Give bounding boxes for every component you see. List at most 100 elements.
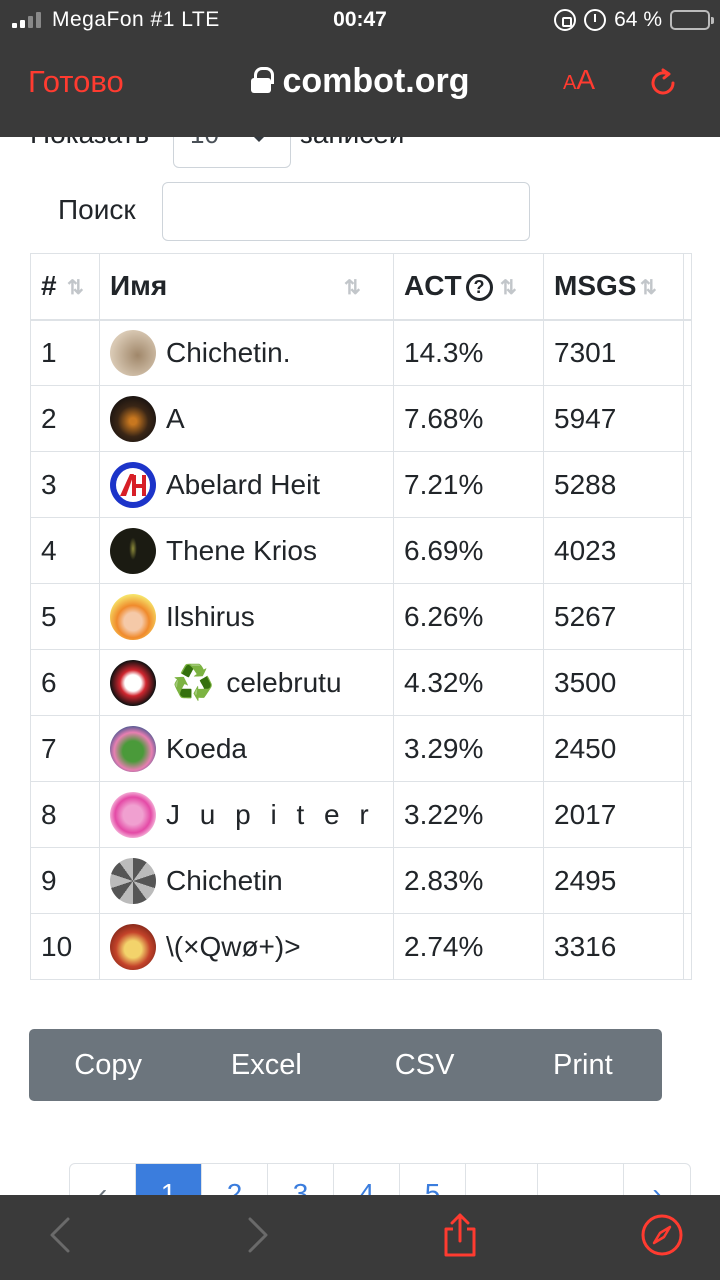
reload-icon[interactable]: [647, 67, 679, 99]
previous-page-button[interactable]: ‹: [70, 1164, 136, 1212]
header-label: #: [41, 270, 57, 302]
status-bar: MegaFon #1 LTE 00:47 64 %: [0, 0, 720, 42]
act-cell: 6.69%: [393, 517, 544, 584]
user-name-link[interactable]: \(×Qwø+)>: [166, 930, 301, 962]
sort-icon: ⇅: [344, 277, 361, 299]
user-name-link[interactable]: Koeda: [166, 732, 247, 764]
user-name-link[interactable]: Thene Krios: [166, 534, 317, 566]
table-row: 10 \(×Qwø+)> 2.74% 3316: [30, 913, 692, 980]
table-header-row: # ⇅ Имя ⇅ ACT? ⇅ MSGS ⇅: [30, 253, 692, 321]
table-row: 8 J u p i t e r 3.22% 2017: [30, 781, 692, 848]
table-row: 6 ♻️ celebrutu 4.32% 3500: [30, 649, 692, 716]
col-name-header[interactable]: Имя ⇅: [99, 253, 394, 321]
avatar: [110, 593, 156, 640]
rank-cell: 4: [30, 517, 100, 584]
alarm-icon: [584, 9, 607, 31]
msgs-cell: 2450: [543, 715, 684, 782]
avatar: [110, 329, 156, 376]
rank-cell: 8: [30, 781, 100, 848]
avatar: [110, 461, 156, 508]
act-cell: 4.32%: [393, 649, 544, 716]
recycle-emoji: ♻️: [172, 663, 215, 702]
browser-bottom-toolbar: [0, 1195, 720, 1280]
msgs-cell: 4023: [543, 517, 684, 584]
search-input[interactable]: [162, 182, 530, 241]
clock: 00:47: [333, 8, 387, 31]
signal-icon: [12, 12, 46, 28]
msgs-cell: 2495: [543, 847, 684, 914]
done-button[interactable]: Готово: [28, 64, 124, 99]
msgs-cell: 3316: [543, 913, 684, 980]
act-cell: 3.29%: [393, 715, 544, 782]
avatar: [110, 791, 156, 838]
avatar: [110, 857, 156, 904]
sort-icon: ⇅: [67, 277, 84, 299]
last-page-button[interactable]: [538, 1164, 624, 1212]
msgs-cell: 3500: [543, 649, 684, 716]
export-button-group: Copy Excel CSV Print: [29, 1029, 662, 1101]
help-icon[interactable]: ?: [465, 274, 493, 302]
header-label: Имя: [110, 270, 168, 302]
rank-cell: 2: [30, 385, 100, 452]
act-cell: 7.68%: [393, 385, 544, 452]
col-rank-header[interactable]: # ⇅: [30, 253, 100, 321]
col-more-header: [683, 253, 692, 321]
text-size-button[interactable]: AA: [563, 64, 596, 95]
user-name-link[interactable]: celebrutu: [226, 666, 342, 698]
rank-cell: 9: [30, 847, 100, 914]
sort-icon: ⇅: [500, 277, 517, 299]
table-row: 7 Koeda 3.29% 2450: [30, 715, 692, 782]
act-cell: 14.3%: [393, 319, 544, 386]
table-row: 4 Thene Krios 6.69% 4023: [30, 517, 692, 584]
excel-button[interactable]: Excel: [230, 1049, 302, 1081]
share-icon[interactable]: [440, 1213, 480, 1257]
user-name-link[interactable]: J u p i t e r: [166, 798, 375, 830]
avatar: [110, 395, 156, 442]
avatar: [110, 527, 156, 574]
rank-cell: 7: [30, 715, 100, 782]
battery-icon: [670, 10, 714, 30]
table-row: 1 Chichetin. 14.3% 7301: [30, 319, 692, 386]
user-name-link[interactable]: Chichetin: [166, 864, 283, 896]
copy-button[interactable]: Copy: [74, 1049, 142, 1081]
csv-button[interactable]: CSV: [394, 1049, 455, 1081]
msgs-cell: 2017: [543, 781, 684, 848]
compass-icon[interactable]: [640, 1213, 684, 1257]
act-cell: 7.21%: [393, 451, 544, 518]
act-cell: 3.22%: [393, 781, 544, 848]
rank-cell: 10: [30, 913, 100, 980]
msgs-cell: 5288: [543, 451, 684, 518]
battery-percent: 64 %: [614, 8, 662, 31]
rank-cell: 6: [30, 649, 100, 716]
rotation-lock-icon: [554, 9, 577, 31]
col-msgs-header[interactable]: MSGS ⇅: [543, 253, 684, 321]
header-label: ACT: [404, 270, 462, 302]
status-icons: 64 %: [554, 6, 714, 34]
forward-icon[interactable]: [238, 1213, 278, 1257]
browser-top-bar: MegaFon #1 LTE 00:47 64 % Готово combot.…: [0, 0, 720, 137]
avatar: [110, 725, 156, 772]
user-name-link[interactable]: Ilshirus: [166, 600, 255, 632]
header-label: MSGS: [554, 270, 637, 302]
next-page-button[interactable]: ›: [652, 1178, 662, 1209]
rank-cell: 3: [30, 451, 100, 518]
msgs-cell: 7301: [543, 319, 684, 386]
carrier-label: MegaFon #1 LTE: [52, 8, 220, 31]
user-name-link[interactable]: A: [166, 402, 185, 434]
print-button[interactable]: Print: [553, 1049, 613, 1081]
sort-icon: ⇅: [640, 277, 657, 299]
act-cell: 2.83%: [393, 847, 544, 914]
user-name-link[interactable]: Chichetin.: [166, 336, 291, 368]
avatar: [110, 659, 156, 706]
act-cell: 6.26%: [393, 583, 544, 650]
browser-nav-bar: Готово combot.org AA: [0, 42, 720, 137]
avatar: [110, 923, 156, 970]
address-bar[interactable]: combot.org: [0, 62, 720, 101]
back-icon[interactable]: [40, 1213, 80, 1257]
user-name-link[interactable]: Abelard Heit: [166, 468, 321, 500]
msgs-cell: 5267: [543, 583, 684, 650]
col-act-header[interactable]: ACT? ⇅: [393, 253, 544, 321]
table-row: 3 Abelard Heit 7.21% 5288: [30, 451, 692, 518]
